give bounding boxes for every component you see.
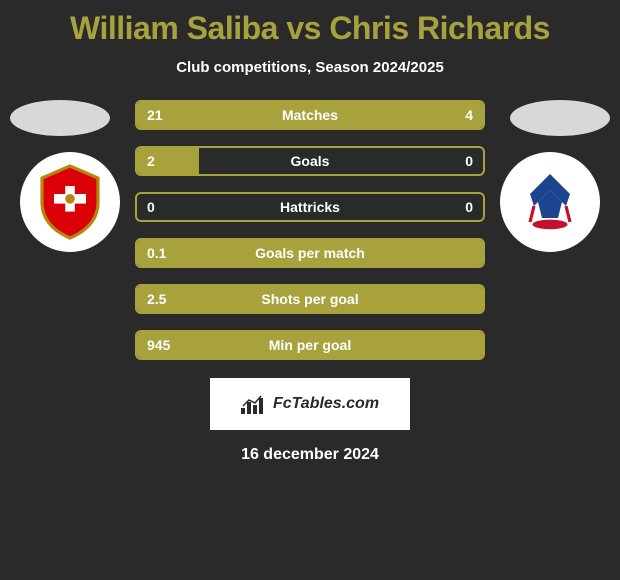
player1-club-crest xyxy=(20,152,120,252)
stat-bar: 21Matches4 xyxy=(135,100,485,130)
bar-label: Hattricks xyxy=(137,199,483,215)
bar-label: Matches xyxy=(137,107,483,123)
bar-value-right: 4 xyxy=(465,107,473,123)
stat-bar: 2.5Shots per goal xyxy=(135,284,485,314)
player2-club-crest xyxy=(500,152,600,252)
footer-date: 16 december 2024 xyxy=(0,446,620,464)
player2-name: Chris Richards xyxy=(329,10,550,46)
stat-bar: 945Min per goal xyxy=(135,330,485,360)
comparison-content: 21Matches42Goals00Hattricks00.1Goals per… xyxy=(0,100,620,360)
player2-pod xyxy=(510,100,610,136)
stat-bar: 0Hattricks0 xyxy=(135,192,485,222)
player1-name: William Saliba xyxy=(70,10,278,46)
bar-label: Shots per goal xyxy=(137,291,483,307)
crystal-palace-crest-icon xyxy=(510,162,590,242)
stat-bars: 21Matches42Goals00Hattricks00.1Goals per… xyxy=(135,100,485,360)
subtitle: Club competitions, Season 2024/2025 xyxy=(0,59,620,76)
page-title: William Saliba vs Chris Richards xyxy=(0,0,620,47)
player1-pod xyxy=(10,100,110,136)
bar-label: Goals per match xyxy=(137,245,483,261)
arsenal-crest-icon xyxy=(30,162,110,242)
fctables-logo-icon xyxy=(241,394,267,414)
stat-bar: 0.1Goals per match xyxy=(135,238,485,268)
bar-value-right: 0 xyxy=(465,153,473,169)
footer-brand-text: FcTables.com xyxy=(273,395,379,413)
bar-value-right: 0 xyxy=(465,199,473,215)
bar-label: Min per goal xyxy=(137,337,483,353)
footer-brand: FcTables.com xyxy=(210,378,410,430)
bar-label: Goals xyxy=(137,153,483,169)
vs-text: vs xyxy=(286,10,321,46)
stat-bar: 2Goals0 xyxy=(135,146,485,176)
